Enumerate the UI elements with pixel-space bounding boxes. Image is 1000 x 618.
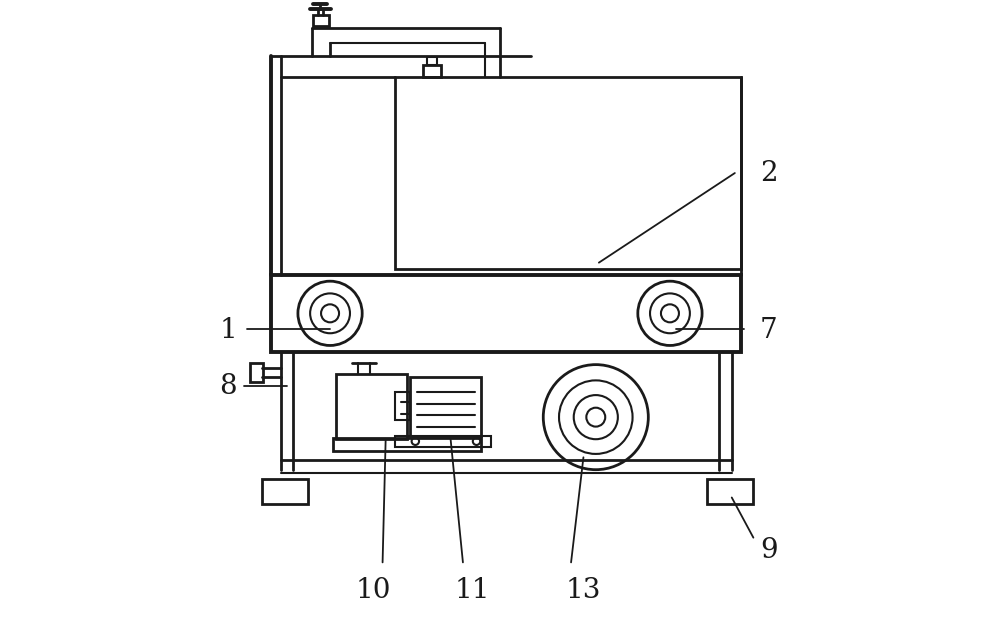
Bar: [395, 392, 410, 420]
Text: 7: 7: [760, 317, 778, 344]
Text: 1: 1: [219, 317, 237, 344]
Text: 8: 8: [219, 373, 237, 400]
Bar: [707, 479, 753, 504]
Text: 2: 2: [760, 159, 778, 187]
Bar: [410, 377, 481, 436]
Bar: [313, 15, 329, 26]
Text: 9: 9: [760, 536, 778, 564]
Text: 11: 11: [454, 577, 490, 604]
Text: 10: 10: [356, 577, 391, 604]
Bar: [336, 374, 407, 439]
Bar: [333, 438, 481, 451]
Text: 13: 13: [566, 577, 601, 604]
Bar: [271, 275, 741, 352]
Bar: [262, 479, 308, 504]
Bar: [423, 65, 441, 77]
Bar: [250, 363, 263, 382]
Bar: [395, 77, 741, 269]
Bar: [427, 57, 437, 65]
Bar: [395, 436, 491, 447]
